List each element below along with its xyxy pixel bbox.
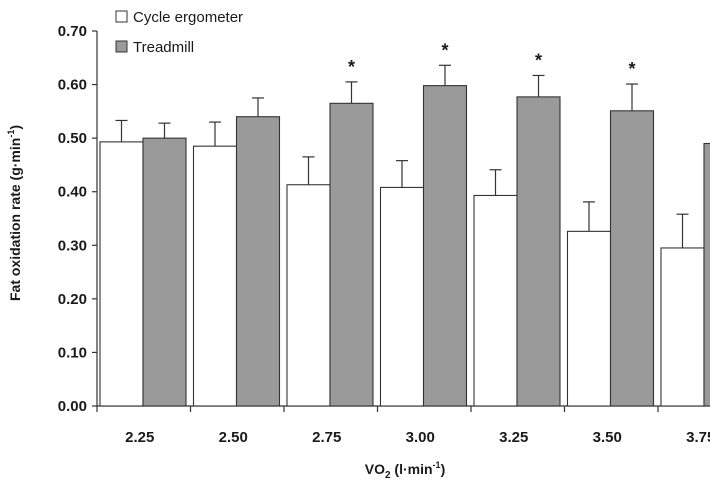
x-tick-label: 3.50 (593, 429, 622, 446)
legend-swatch-treadmill (115, 40, 128, 53)
y-tick-label: 0.00 (58, 398, 87, 415)
bar-cycle-ergometer (192, 145, 238, 407)
y-tick-label: 0.40 (58, 184, 87, 201)
legend-label-cycle-ergometer: Cycle ergometer (133, 9, 243, 26)
significance-star: * (535, 50, 542, 70)
bar-cycle-ergometer (286, 184, 331, 407)
legend-label-treadmill: Treadmill (133, 39, 194, 56)
y-axis-title: Fat oxidation rate (g·min-1) (6, 125, 23, 301)
significance-star: * (348, 57, 355, 77)
y-tick-label: 0.10 (58, 344, 87, 361)
x-axis: 2.25 2.50 2.75 3.00 3.25 3.50 3.75 (96, 405, 710, 446)
y-tick-label: 0.50 (58, 130, 87, 147)
bar-treadmill (235, 116, 281, 407)
significance-markers: ***** (348, 40, 636, 79)
bar-treadmill (422, 85, 468, 407)
bar-cycle-ergometer (566, 230, 612, 407)
x-tick-label: 2.75 (312, 429, 341, 446)
bar-treadmill (703, 142, 710, 407)
bar-cycle-ergometer (99, 141, 144, 407)
bar-treadmill (329, 102, 374, 407)
significance-star: * (441, 40, 448, 60)
x-axis-title: VO2 (l·min-1) (365, 460, 446, 481)
bars (99, 85, 710, 407)
bar-treadmill (516, 96, 561, 407)
y-axis: 0.00 0.10 0.20 0.30 0.40 0.50 0.60 0.70 (58, 23, 98, 415)
legend-swatch-cycle-ergometer (115, 10, 128, 23)
x-tick-label: 3.00 (406, 429, 435, 446)
bar-cycle-ergometer (473, 194, 518, 407)
bar-treadmill (609, 110, 655, 407)
y-tick-label: 0.20 (58, 291, 87, 308)
x-tick-label: 2.25 (125, 429, 154, 446)
x-tick-label: 3.75 (686, 429, 710, 446)
significance-star: * (628, 59, 635, 79)
y-tick-label: 0.30 (58, 237, 87, 254)
x-tick-label: 2.50 (219, 429, 248, 446)
legend: Cycle ergometer Treadmill (115, 9, 243, 56)
bar-treadmill (142, 137, 187, 407)
y-tick-label: 0.70 (58, 23, 87, 40)
bar-cycle-ergometer (660, 247, 705, 407)
y-tick-label: 0.60 (58, 77, 87, 94)
bar-cycle-ergometer (379, 186, 425, 407)
error-bars (115, 64, 689, 248)
x-tick-label: 3.25 (499, 429, 528, 446)
